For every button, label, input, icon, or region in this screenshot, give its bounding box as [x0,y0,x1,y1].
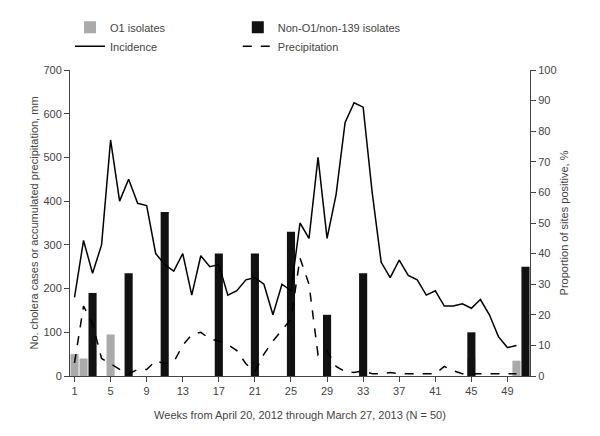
svg-text:0: 0 [56,370,62,382]
svg-text:21: 21 [249,385,261,397]
svg-text:41: 41 [429,385,441,397]
svg-text:17: 17 [213,385,225,397]
svg-text:70: 70 [538,156,550,168]
svg-text:5: 5 [108,385,114,397]
svg-text:500: 500 [43,151,61,163]
svg-text:O1 isolates: O1 isolates [110,22,166,34]
svg-text:50: 50 [538,217,550,229]
svg-text:49: 49 [501,385,513,397]
svg-text:60: 60 [538,186,550,198]
svg-text:Weeks from April 20, 2012 thro: Weeks from April 20, 2012 through March … [154,409,446,421]
svg-text:Non-O1/non-139 isolates: Non-O1/non-139 isolates [278,22,401,34]
svg-text:9: 9 [144,385,150,397]
svg-text:200: 200 [43,282,61,294]
svg-text:600: 600 [43,108,61,120]
svg-text:300: 300 [43,239,61,251]
svg-text:Proportion of sites positive,: Proportion of sites positive, % [558,150,570,295]
svg-text:13: 13 [177,385,189,397]
svg-text:100: 100 [538,64,556,76]
svg-text:90: 90 [538,94,550,106]
svg-text:400: 400 [43,195,61,207]
svg-text:20: 20 [538,309,550,321]
svg-text:Precipitation: Precipitation [278,41,339,53]
svg-text:10: 10 [538,339,550,351]
svg-text:100: 100 [43,326,61,338]
svg-text:80: 80 [538,125,550,137]
svg-text:37: 37 [393,385,405,397]
svg-text:25: 25 [285,385,297,397]
svg-text:Incidence: Incidence [110,41,157,53]
svg-text:33: 33 [357,385,369,397]
svg-text:40: 40 [538,247,550,259]
svg-text:1: 1 [71,385,77,397]
svg-text:0: 0 [538,370,544,382]
svg-text:700: 700 [43,64,61,76]
svg-text:30: 30 [538,278,550,290]
svg-text:29: 29 [321,385,333,397]
svg-text:No. cholera cases or accumulat: No. cholera cases or accumulated precipi… [28,96,40,349]
svg-text:45: 45 [465,385,477,397]
